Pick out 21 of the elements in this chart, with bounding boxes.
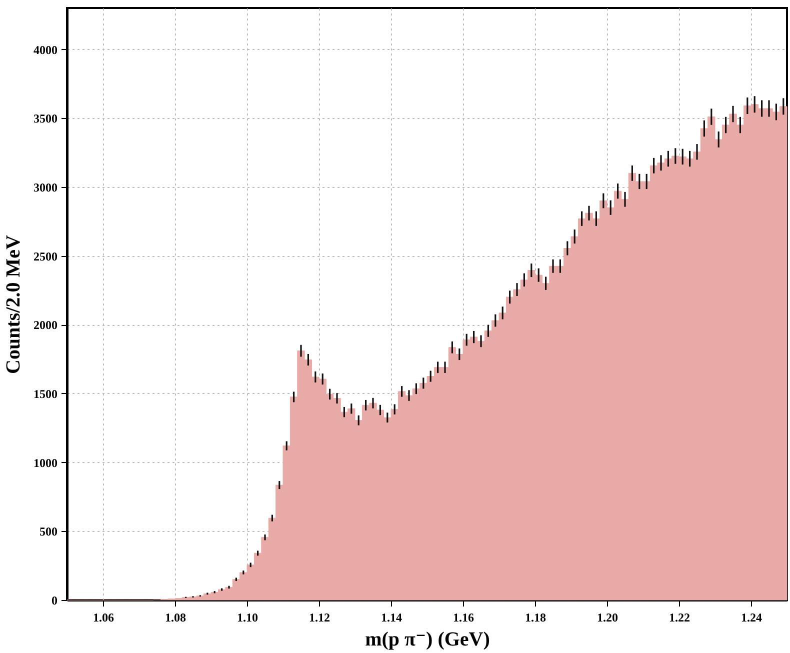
y-axis-title: Counts/2.0 MeV <box>2 234 24 374</box>
y-tick-label: 3500 <box>34 112 58 126</box>
y-tick-label: 0 <box>52 594 58 608</box>
y-tick-label: 2000 <box>34 318 58 332</box>
x-tick-label: 1.18 <box>525 610 546 624</box>
x-tick-label: 1.10 <box>237 610 258 624</box>
x-tick-label: 1.20 <box>597 610 618 624</box>
x-tick-label: 1.16 <box>453 610 474 624</box>
y-tick-label: 3000 <box>34 180 58 194</box>
x-tick-label: 1.22 <box>669 610 690 624</box>
y-tick-label: 1500 <box>34 386 58 401</box>
y-tick-label: 1000 <box>34 456 58 470</box>
y-tick-label: 4000 <box>34 42 58 57</box>
x-tick-label: 1.12 <box>309 610 330 624</box>
x-tick-label: 1.14 <box>381 610 402 624</box>
x-tick-label: 1.24 <box>741 610 762 624</box>
x-tick-label: 1.08 <box>165 610 186 624</box>
x-tick-label: 1.06 <box>93 610 114 624</box>
y-tick-label: 500 <box>40 524 58 539</box>
x-axis-title: m(p π⁻) (GeV) <box>365 628 490 650</box>
y-tick-label: 2500 <box>34 249 58 264</box>
